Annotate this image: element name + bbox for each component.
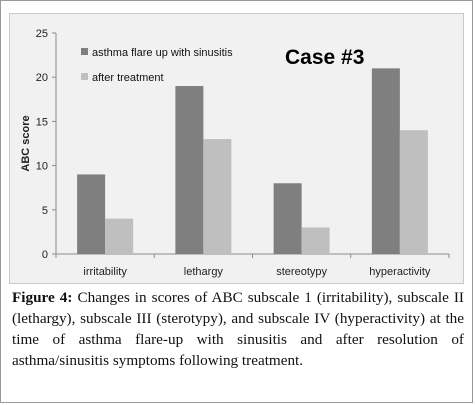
bar-hyperactivity-series-1 — [371, 68, 400, 254]
figure-caption: Figure 4: Changes in scores of ABC subsc… — [12, 287, 464, 371]
caption-text: Changes in scores of ABC subscale 1 (irr… — [12, 289, 464, 369]
y-tick-label: 5 — [42, 205, 48, 217]
bar-chart: 0 5 10 15 20 25 ABC score irritability lethargy s… — [20, 28, 450, 278]
bar-irritability-series-2 — [105, 218, 134, 254]
bar-lethargy-series-1 — [175, 86, 204, 254]
caption-label: Figure 4: — [12, 289, 73, 306]
legend-swatch — [81, 48, 88, 55]
x-tick-label: lethargy — [184, 266, 224, 278]
bar-irritability-series-1 — [77, 174, 106, 254]
bar-stereotypy-series-1 — [273, 183, 302, 254]
bar-stereotypy-series-2 — [301, 227, 330, 254]
y-tick-label: 15 — [36, 116, 48, 128]
bar-hyperactivity-series-2 — [399, 130, 428, 254]
legend-entry: after treatment — [92, 72, 164, 84]
bar-lethargy-series-2 — [203, 139, 232, 254]
y-tick-label: 0 — [42, 249, 48, 261]
legend-swatch — [81, 73, 88, 80]
x-tick-label: stereotypy — [276, 266, 327, 278]
y-tick-label: 20 — [36, 72, 48, 84]
case-annotation: Case #3 — [285, 46, 364, 69]
y-tick-label: 10 — [36, 161, 48, 173]
y-tick-label: 25 — [36, 28, 48, 40]
x-tick-label: irritability — [83, 266, 127, 278]
x-tick-label: hyperactivity — [369, 266, 431, 278]
legend-entry: asthma flare up with sinusitis — [92, 47, 233, 59]
y-axis-label: ABC score — [20, 115, 32, 171]
